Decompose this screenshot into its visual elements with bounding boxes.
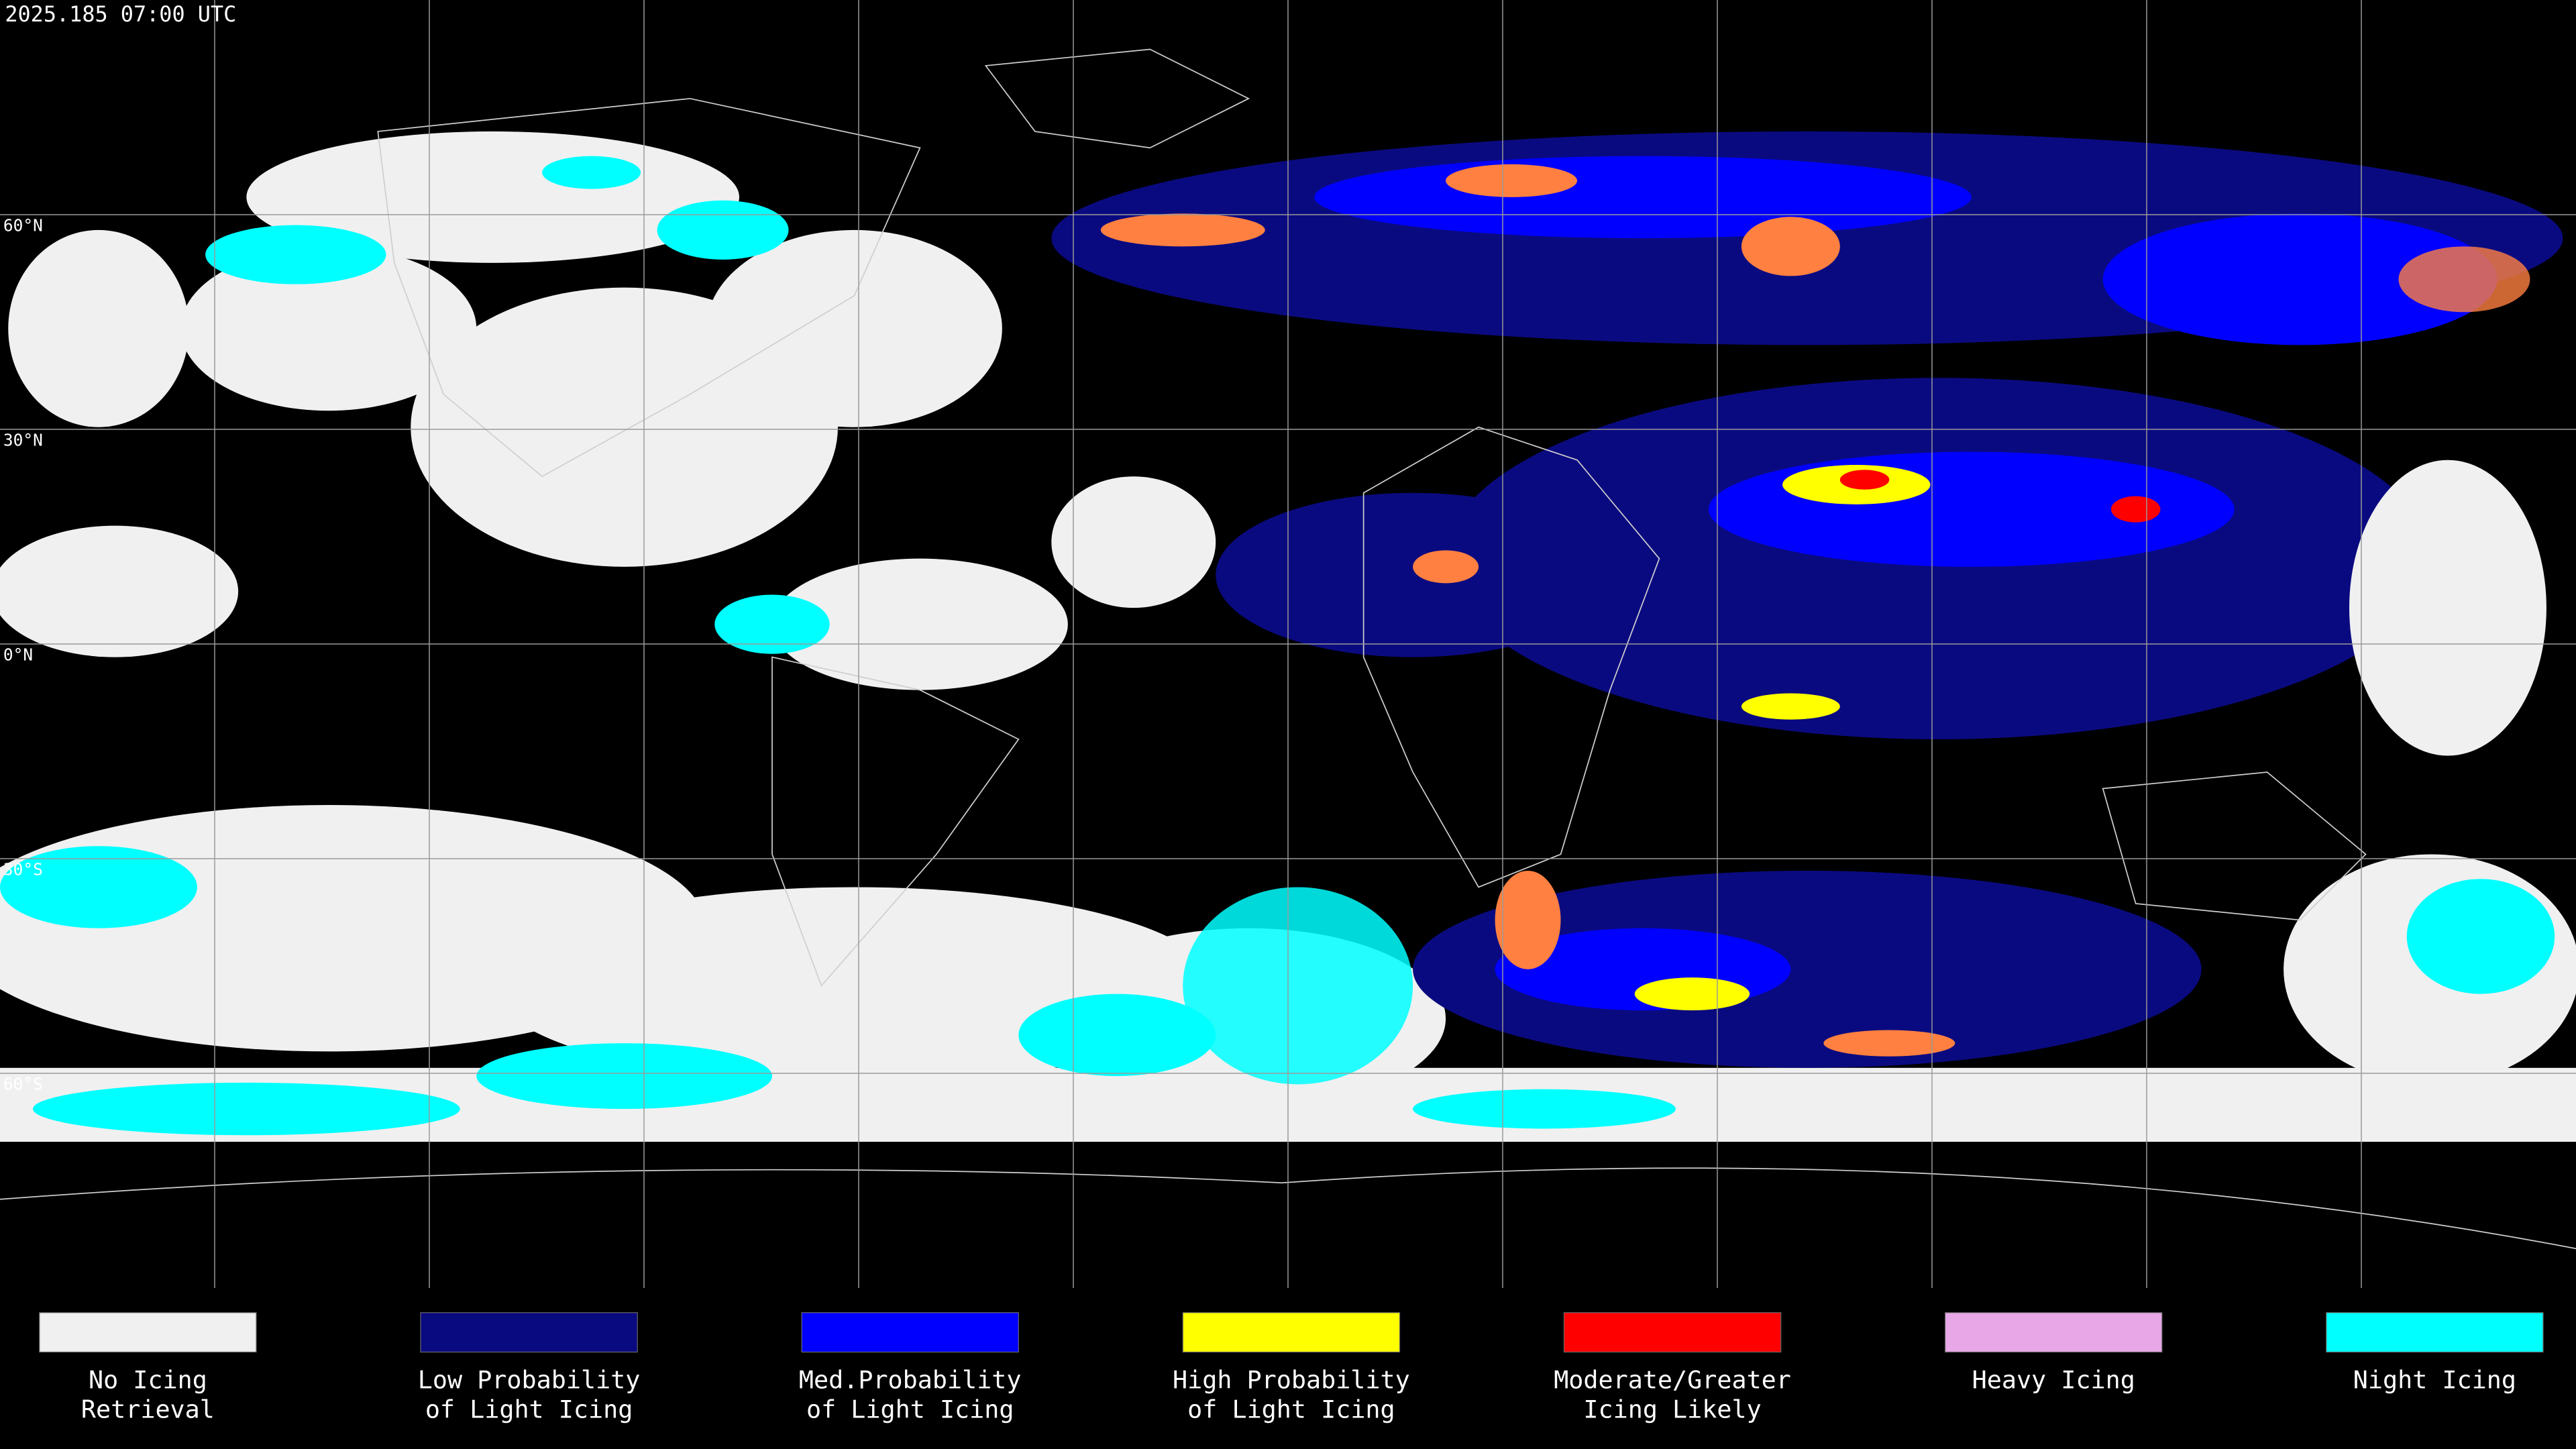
cloud-region [180,246,477,411]
med-probability-region [2102,213,2498,345]
icing-spot [1741,217,1840,276]
legend-swatch [1182,1312,1401,1353]
cloud-region [772,558,1068,690]
legend-label: Moderate/Greater [1554,1365,1791,1394]
icing-spot [1446,164,1578,197]
cloud-region [8,229,189,427]
coastline [771,656,1020,987]
legend-label: Med.Probability [799,1365,1022,1394]
latitude-label: 0°N [3,645,33,664]
night-icing-region [476,1043,773,1110]
legend-swatch [420,1312,638,1353]
timestamp: 2025.185 07:00 UTC [5,1,236,27]
icing-spot [1495,870,1561,969]
legend-label: Icing Likely [1583,1395,1761,1424]
icing-spot [1741,693,1840,720]
legend-label: Low Probability [418,1365,641,1394]
legend-label: No Icing [89,1365,207,1394]
night-icing-region [657,200,789,260]
night-icing-region [32,1082,460,1136]
legend-label: of Light Icing [1187,1395,1395,1424]
night-icing-region [542,156,641,189]
low-probability-region [1413,870,2202,1068]
cloud-region [706,229,1002,427]
legend-swatch [1944,1312,2163,1353]
night-icing-region [2406,879,2555,994]
legend-label: of Light Icing [806,1395,1014,1424]
icing-spot [1839,470,1890,490]
latitude-label: 60°N [3,215,43,235]
night-icing-region [205,225,386,284]
coastline [377,98,921,478]
night-icing-region [1018,994,1216,1077]
latitude-labels: 60°N 30°N 0°N 30°S 60°S [3,215,43,1093]
night-icing-region [714,594,830,654]
cloud-region [0,525,239,657]
night-icing-region [1183,887,1413,1085]
icing-spot [2110,496,2161,523]
icing-spot [2398,246,2530,313]
legend-label: High Probability [1173,1365,1410,1394]
cloud-region [2349,460,2546,756]
night-icing-region [1413,1089,1676,1129]
latitude-label: 30°N [3,430,43,449]
legend-label: Retrieval [81,1395,215,1424]
legend-label: of Light Icing [425,1395,633,1424]
legend-label: Heavy Icing [1972,1365,2135,1394]
legend-swatch [2326,1312,2544,1353]
latitude-label: 30°S [3,859,43,879]
coastline [2102,771,2367,921]
icing-spot [1413,550,1479,584]
legend-swatch [39,1312,257,1353]
coastline [984,48,1250,149]
coastline [1362,426,1660,888]
med-probability-region [1314,156,1972,239]
night-icing-region [0,846,197,928]
icing-spot [1100,213,1265,247]
latitude-label: 60°S [3,1074,43,1093]
low-probability-region [1216,492,1610,657]
icing-spot [1823,1030,1955,1057]
cloud-region [1051,476,1216,608]
legend-swatch [801,1312,1019,1353]
legend-label: Night Icing [2353,1365,2516,1394]
legend-swatch [1563,1312,1782,1353]
cloud-layer [0,131,2576,1142]
graticule [0,0,2576,1288]
icing-spot [1634,977,1750,1011]
